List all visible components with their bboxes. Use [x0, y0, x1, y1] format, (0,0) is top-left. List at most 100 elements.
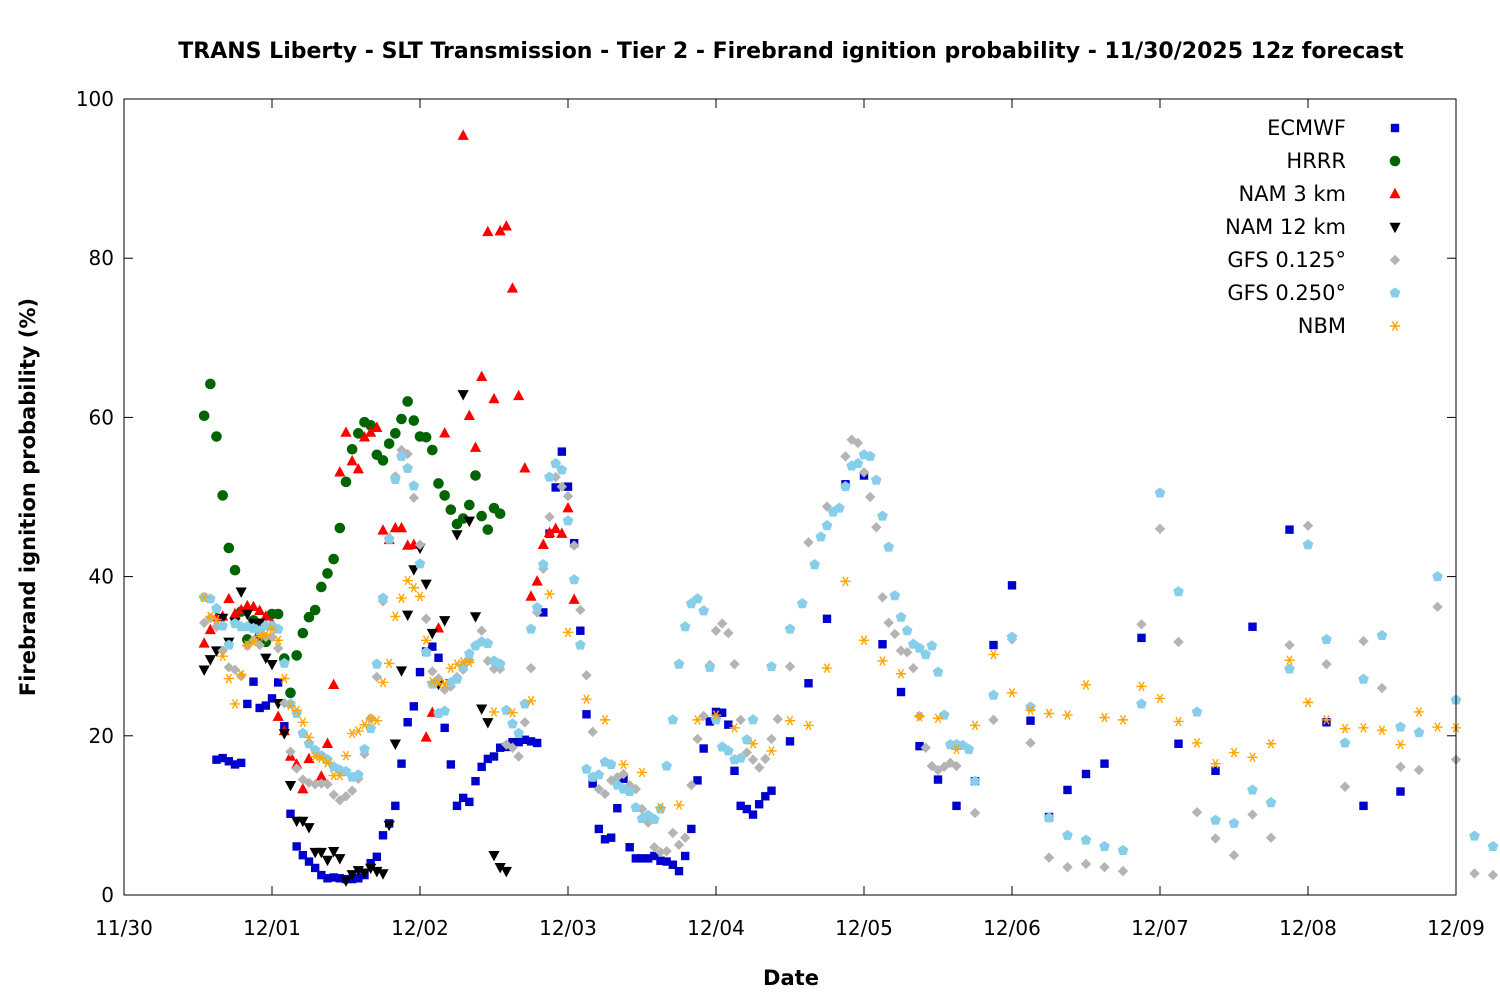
data-point — [261, 701, 271, 710]
data-point — [377, 592, 389, 603]
data-point — [698, 605, 709, 616]
data-point — [952, 801, 961, 811]
data-point — [618, 768, 629, 780]
data-point — [254, 639, 265, 651]
data-point — [322, 754, 333, 765]
data-point — [544, 589, 555, 599]
legend-label: GFS 0.125° — [1227, 248, 1346, 272]
data-point — [822, 614, 832, 623]
data-point — [766, 746, 777, 756]
legend-label: ECMWF — [1267, 116, 1346, 140]
legend-item: ECMWF — [1267, 116, 1400, 140]
data-point — [932, 713, 944, 724]
data-point — [508, 737, 517, 747]
legend-label: NAM 12 km — [1225, 215, 1346, 239]
data-point — [692, 593, 703, 604]
data-point — [483, 754, 493, 764]
data-point — [877, 510, 888, 521]
data-point — [1469, 830, 1480, 841]
data-point — [1339, 723, 1351, 734]
data-point — [457, 390, 469, 401]
data-point — [446, 760, 456, 769]
data-point — [248, 635, 259, 646]
data-point — [408, 415, 420, 426]
data-point — [476, 704, 488, 715]
data-point — [464, 657, 475, 668]
data-point — [562, 501, 574, 513]
data-point — [815, 531, 827, 542]
data-point — [365, 420, 376, 431]
data-point — [506, 282, 519, 293]
data-point — [476, 510, 487, 522]
data-point — [716, 618, 728, 629]
data-point — [272, 635, 284, 646]
data-point — [204, 655, 216, 666]
data-point — [254, 604, 266, 616]
data-point — [710, 710, 722, 720]
data-point — [359, 743, 370, 754]
data-point — [433, 678, 444, 689]
data-point — [212, 755, 221, 764]
data-point — [1413, 727, 1425, 738]
data-point — [241, 609, 253, 621]
data-point — [1376, 725, 1388, 736]
data-point — [408, 480, 420, 491]
data-point — [260, 631, 272, 643]
data-point — [1211, 766, 1220, 776]
data-point — [217, 490, 228, 501]
data-point — [371, 671, 383, 683]
data-point — [877, 592, 888, 603]
data-point — [649, 813, 660, 824]
data-point — [205, 378, 216, 390]
data-point — [260, 610, 272, 621]
data-point — [1025, 705, 1036, 716]
data-point — [494, 658, 506, 669]
data-point — [383, 658, 395, 669]
data-point — [1174, 739, 1183, 748]
data-point — [279, 657, 290, 668]
data-point — [458, 793, 468, 803]
data-point — [568, 540, 580, 551]
data-point — [741, 734, 753, 745]
data-point — [550, 522, 562, 534]
data-point — [211, 621, 222, 632]
data-point — [469, 612, 482, 623]
data-point — [686, 779, 697, 791]
data-point — [340, 876, 352, 887]
data-point — [1210, 814, 1221, 825]
plot-frame — [123, 98, 1457, 896]
data-point — [402, 462, 413, 473]
data-point — [1228, 817, 1240, 828]
series-1 — [198, 378, 506, 699]
x-tick-label: 12/08 — [1279, 916, 1337, 940]
data-point — [1376, 682, 1388, 694]
data-point — [439, 679, 450, 689]
data-point — [624, 779, 635, 791]
data-point — [631, 854, 641, 863]
data-point — [303, 752, 315, 764]
data-point — [1062, 829, 1073, 840]
data-point — [593, 783, 605, 795]
data-point — [1358, 722, 1369, 733]
data-point — [371, 421, 383, 432]
data-point — [587, 726, 598, 738]
data-point — [784, 715, 796, 726]
data-point — [315, 847, 327, 859]
data-point — [217, 613, 229, 625]
data-point — [463, 409, 475, 421]
plot-area — [198, 129, 1499, 887]
data-point — [205, 593, 216, 604]
data-point — [667, 827, 679, 839]
data-point — [488, 392, 500, 404]
data-point — [761, 792, 770, 801]
data-point — [568, 593, 580, 604]
data-point — [568, 574, 580, 585]
data-point — [391, 801, 400, 811]
data-point — [415, 667, 425, 677]
legend-label: NAM 3 km — [1238, 182, 1346, 206]
data-point — [736, 801, 745, 811]
data-point — [537, 538, 549, 549]
data-point — [488, 707, 500, 717]
data-point — [433, 478, 444, 489]
data-point — [693, 776, 702, 785]
